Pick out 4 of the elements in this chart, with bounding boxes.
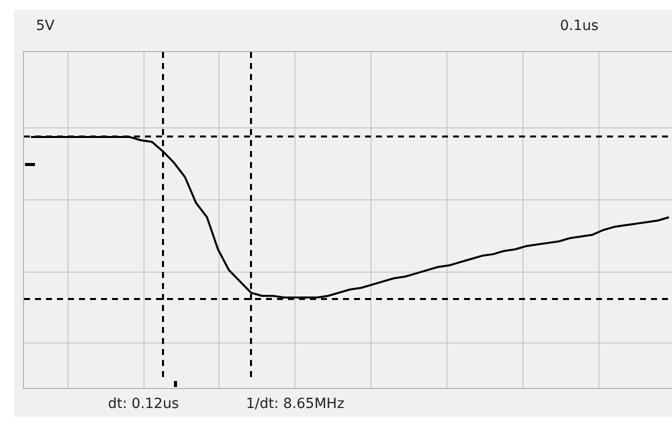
text: 0.1us <box>560 18 598 34</box>
text: dt: 0.12us <box>108 396 179 412</box>
text: 5V <box>36 18 54 34</box>
text: 1/dt: 8.65MHz <box>246 396 344 412</box>
